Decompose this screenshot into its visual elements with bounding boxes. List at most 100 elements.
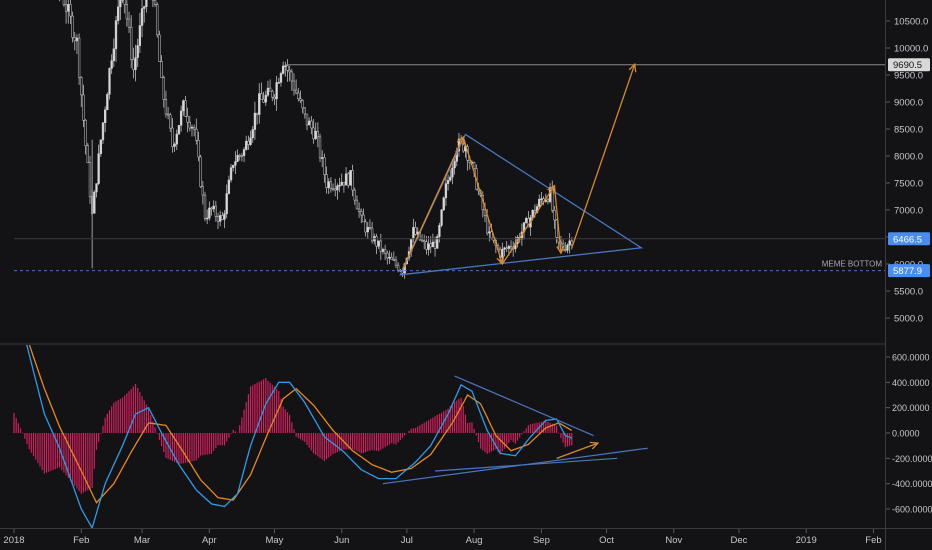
candle-body [143,6,146,9]
price-badges: 9690.5 6466.5 5877.9 [888,58,930,278]
candle-body [201,186,204,196]
candle-body [488,231,491,234]
candle-body [71,15,74,38]
candle-body [175,133,178,145]
macd-pane [13,345,648,528]
candle-body [114,20,118,50]
macd-tick-label: -200.0000 [892,454,932,464]
candle-body [344,173,348,186]
candle-body [258,93,261,115]
candle-body [203,194,207,219]
macd-tick-label: -400.0000 [892,479,932,489]
time-tick-label: Sep [533,535,550,546]
candle-body [238,155,241,157]
candle-body [288,70,291,73]
candle-body [427,243,430,250]
macd-tick-label: 600.0000 [892,353,930,363]
price-tick-label: 8000.0 [894,152,923,163]
candle-body [69,4,72,17]
candle-body [318,136,322,159]
candle-body [80,76,83,96]
candle-body [438,225,441,237]
candle-body [93,191,96,214]
candle-body [357,208,361,212]
candle-body [166,113,170,116]
candle-body [67,4,70,12]
candle-body [275,82,278,100]
candle-body [277,82,280,84]
candle-body [169,114,172,129]
candle-body [271,90,274,98]
candle-body [490,231,493,239]
candle-body [186,116,189,123]
candle-body [197,140,200,158]
candle-body [184,100,187,117]
candle-body [353,189,356,201]
candle-body [351,170,354,191]
wave-arrowhead [556,245,565,255]
candle-body [297,92,300,100]
candle-body [214,205,217,217]
candle-body [101,122,105,141]
candle-body [390,257,393,260]
price-tick-label: 9500.0 [894,71,923,82]
candle-body [227,179,231,194]
candle-body [433,241,437,249]
high-price-badge [888,58,930,72]
candle-body [329,181,333,190]
candle-body [140,8,144,26]
candle-body [564,249,567,251]
candle-body [440,209,443,226]
candle-body [331,188,335,191]
candle-body [368,227,372,229]
candle-body [75,37,79,42]
projection-arrow-line [571,63,636,249]
candle-body [327,181,330,188]
candle-body [386,252,389,259]
candle-body [316,130,320,138]
time-tick-label: Feb [865,535,881,546]
time-tick-label: Mar [134,535,150,546]
candle-body [284,65,287,68]
candle-body [108,68,111,95]
candle-body [130,26,133,60]
price-tick-label: 9000.0 [894,98,923,109]
candle-body [132,59,135,70]
candle-body [423,240,426,242]
wave-line [401,136,464,270]
candle-body [377,240,380,247]
candle-body [264,94,267,103]
macd-tick-label: 400.0000 [892,378,930,388]
candle-body [106,94,109,111]
candle-body [253,112,257,130]
price-tick-label: 7500.0 [894,179,923,190]
candle-body [95,183,98,193]
candle-body [173,143,176,147]
time-tick-label: May [265,535,283,546]
candle-body [164,99,168,115]
candle-body [127,18,131,28]
candle-body [414,227,417,235]
candle-body [195,128,198,141]
candle-body [279,73,283,83]
candle-body [431,241,435,248]
candle-body [262,99,265,103]
candle-body [123,0,126,5]
candle-body [321,157,324,159]
candle-body [104,109,107,123]
candle-body [162,77,165,100]
candle-body [429,243,432,248]
candle-body [444,183,448,199]
candle-body [223,213,226,220]
time-tick-label: Aug [466,535,483,546]
macd-tick-label: 0.0000 [892,429,920,439]
candle-body [308,120,311,126]
candle-body [177,125,181,135]
candle-body [251,129,254,138]
candle-body [388,257,391,259]
candle-body [153,0,157,5]
candle-body [295,89,298,94]
support-price-badge [888,264,930,278]
price-pane [14,0,885,279]
candle-body [505,247,508,250]
